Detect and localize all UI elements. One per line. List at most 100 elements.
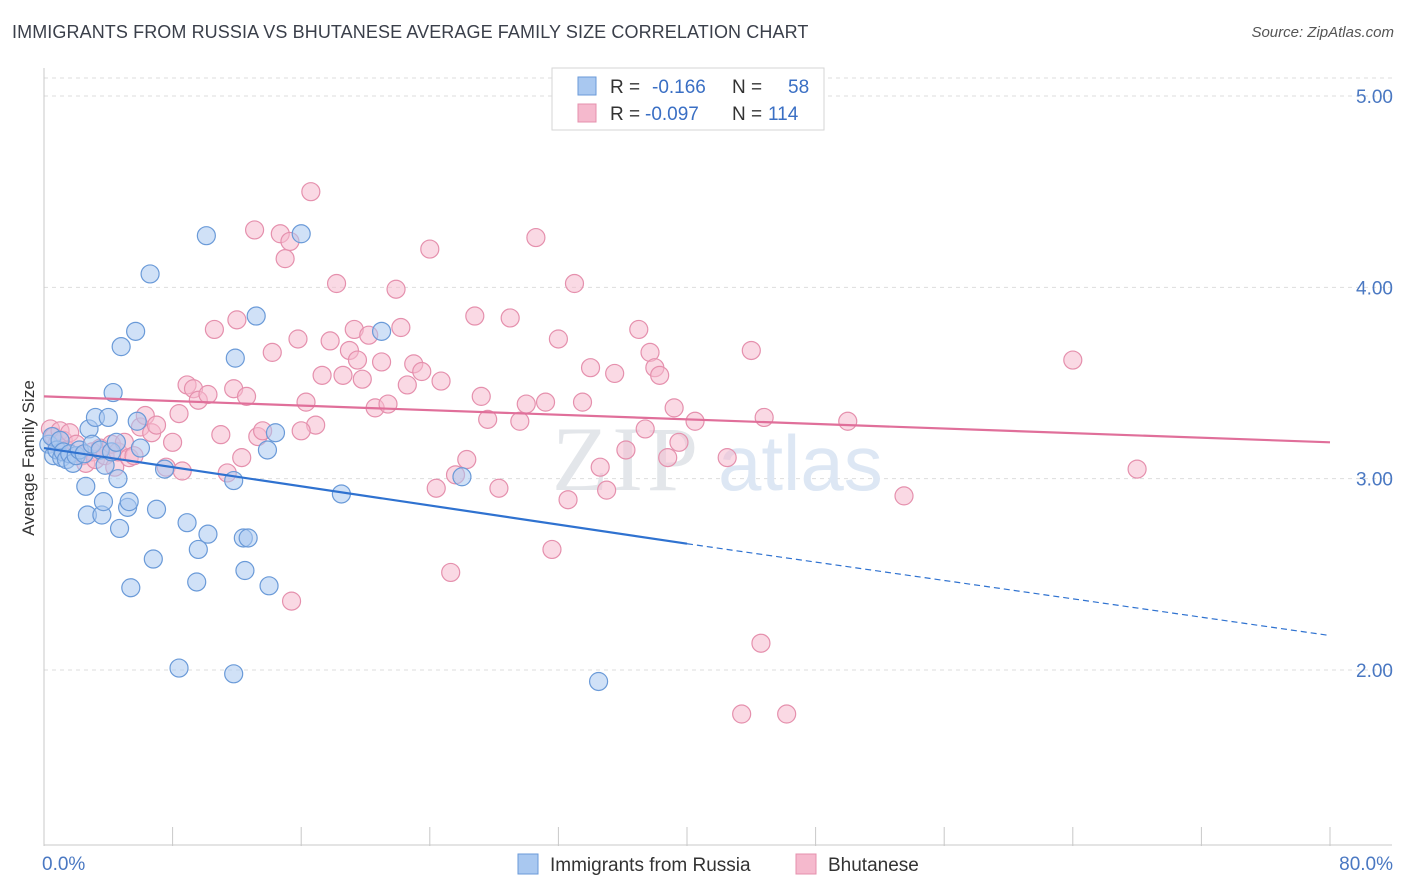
stats-legend-r-label-bhutanese: R =: [610, 104, 640, 125]
chart-title: IMMIGRANTS FROM RUSSIA VS BHUTANESE AVER…: [12, 22, 809, 42]
bhutanese-point: [426, 478, 446, 498]
bhutanese-point: [397, 375, 417, 395]
bhutanese-point: [516, 394, 536, 414]
russia-point: [265, 423, 286, 443]
legend-label-bhutanese: Bhutanese: [828, 855, 919, 876]
bhutanese-point: [558, 490, 578, 510]
bhutanese-point: [732, 704, 752, 724]
legend-swatch-russia: [517, 853, 539, 875]
bhutanese-point: [244, 220, 265, 240]
bhutanese-point: [500, 308, 520, 328]
x-tick-label: 80.0%: [1339, 854, 1393, 875]
bhutanese-point: [548, 329, 569, 349]
series-russia-points: [39, 224, 609, 692]
stats-legend-r-value-russia: -0.166: [652, 77, 706, 98]
russia-point: [225, 348, 245, 368]
axes: [43, 68, 1392, 846]
russia-point: [127, 411, 147, 431]
bhutanese-point: [658, 448, 678, 468]
bhutanese-point: [564, 273, 585, 294]
stats-legend-swatch-russia: [577, 76, 597, 96]
bhutanese-point: [420, 239, 440, 259]
bhutanese-point: [635, 419, 655, 439]
y-tick-label: 4.00: [1356, 278, 1393, 299]
bhutanese-point: [146, 415, 167, 435]
bhutanese-point: [471, 386, 491, 406]
russia-point: [196, 226, 216, 246]
bhutanese-point: [378, 394, 398, 414]
russia-point: [146, 499, 167, 519]
russia-point: [143, 549, 163, 569]
stats-legend-r-label-russia: R =: [610, 77, 640, 98]
bhutanese-point: [275, 249, 295, 269]
russia-point: [126, 321, 146, 341]
trend-line-bhutanese: [43, 395, 1331, 444]
bhutanese-point: [572, 392, 593, 412]
bhutanese-point: [301, 182, 321, 202]
russia-point: [130, 438, 151, 458]
bhutanese-point: [616, 440, 636, 460]
bhutanese-point: [288, 329, 308, 349]
russia-point: [76, 476, 96, 496]
russia-point: [98, 407, 118, 428]
bhutanese-point: [211, 425, 231, 445]
russia-point: [103, 382, 123, 403]
x-tick-label: 0.0%: [42, 854, 85, 875]
bhutanese-point: [457, 449, 477, 470]
trend-line-russia-extrapolated: [686, 543, 1331, 637]
bhutanese-point: [664, 398, 684, 418]
bhutanese-point: [198, 384, 218, 405]
bhutanese-point: [312, 365, 332, 385]
bhutanese-point: [391, 317, 411, 338]
gridlines: [44, 77, 1392, 671]
bhutanese-point: [685, 411, 705, 431]
russia-point: [109, 518, 130, 539]
bhutanese-point: [542, 539, 562, 560]
russia-point: [371, 321, 392, 341]
bhutanese-point: [838, 411, 858, 431]
trend-lines: [43, 395, 1331, 637]
bhutanese-point: [526, 227, 546, 248]
series-bhutanese-points: [40, 182, 1147, 724]
bhutanese-point: [326, 273, 347, 294]
russia-point: [177, 513, 197, 533]
bhutanese-point: [431, 371, 451, 391]
russia-point: [291, 224, 311, 244]
y-axis-title: Average Family Size: [19, 380, 38, 536]
y-tick-label: 3.00: [1356, 470, 1393, 491]
bhutanese-point: [478, 409, 498, 429]
bhutanese-point: [347, 350, 368, 370]
russia-point: [588, 671, 609, 692]
bhutanese-point: [333, 365, 353, 385]
russia-point: [187, 572, 207, 592]
stats-legend-n-value-bhutanese: 114: [768, 104, 799, 125]
bhutanese-point: [441, 562, 461, 583]
russia-point: [235, 560, 255, 581]
bhutanese-point: [386, 279, 406, 299]
bhutanese-point: [291, 421, 311, 441]
y-tick-label: 5.00: [1356, 87, 1393, 108]
bhutanese-point: [227, 310, 247, 330]
bhutanese-point: [754, 407, 774, 428]
russia-point: [188, 539, 208, 560]
russia-point: [108, 469, 128, 489]
bhutanese-point: [169, 404, 189, 424]
russia-point: [259, 576, 279, 596]
bhutanese-point: [535, 392, 556, 412]
russia-point: [452, 467, 472, 487]
bhutanese-point: [489, 478, 509, 498]
bhutanese-point: [163, 432, 183, 452]
bhutanese-point: [412, 361, 432, 382]
y-tick-label: 2.00: [1356, 661, 1393, 682]
russia-point: [121, 578, 141, 598]
bhutanese-point: [1063, 350, 1083, 370]
bhutanese-point: [465, 306, 485, 326]
russia-point: [257, 440, 278, 460]
bhutanese-point: [232, 448, 252, 468]
bhutanese-point: [580, 358, 601, 378]
bhutanese-point: [717, 448, 737, 468]
stats-legend-n-label-russia: N =: [732, 77, 762, 98]
legend-label-russia: Immigrants from Russia: [550, 855, 751, 876]
stats-legend-r-value-bhutanese: -0.097: [645, 104, 699, 125]
